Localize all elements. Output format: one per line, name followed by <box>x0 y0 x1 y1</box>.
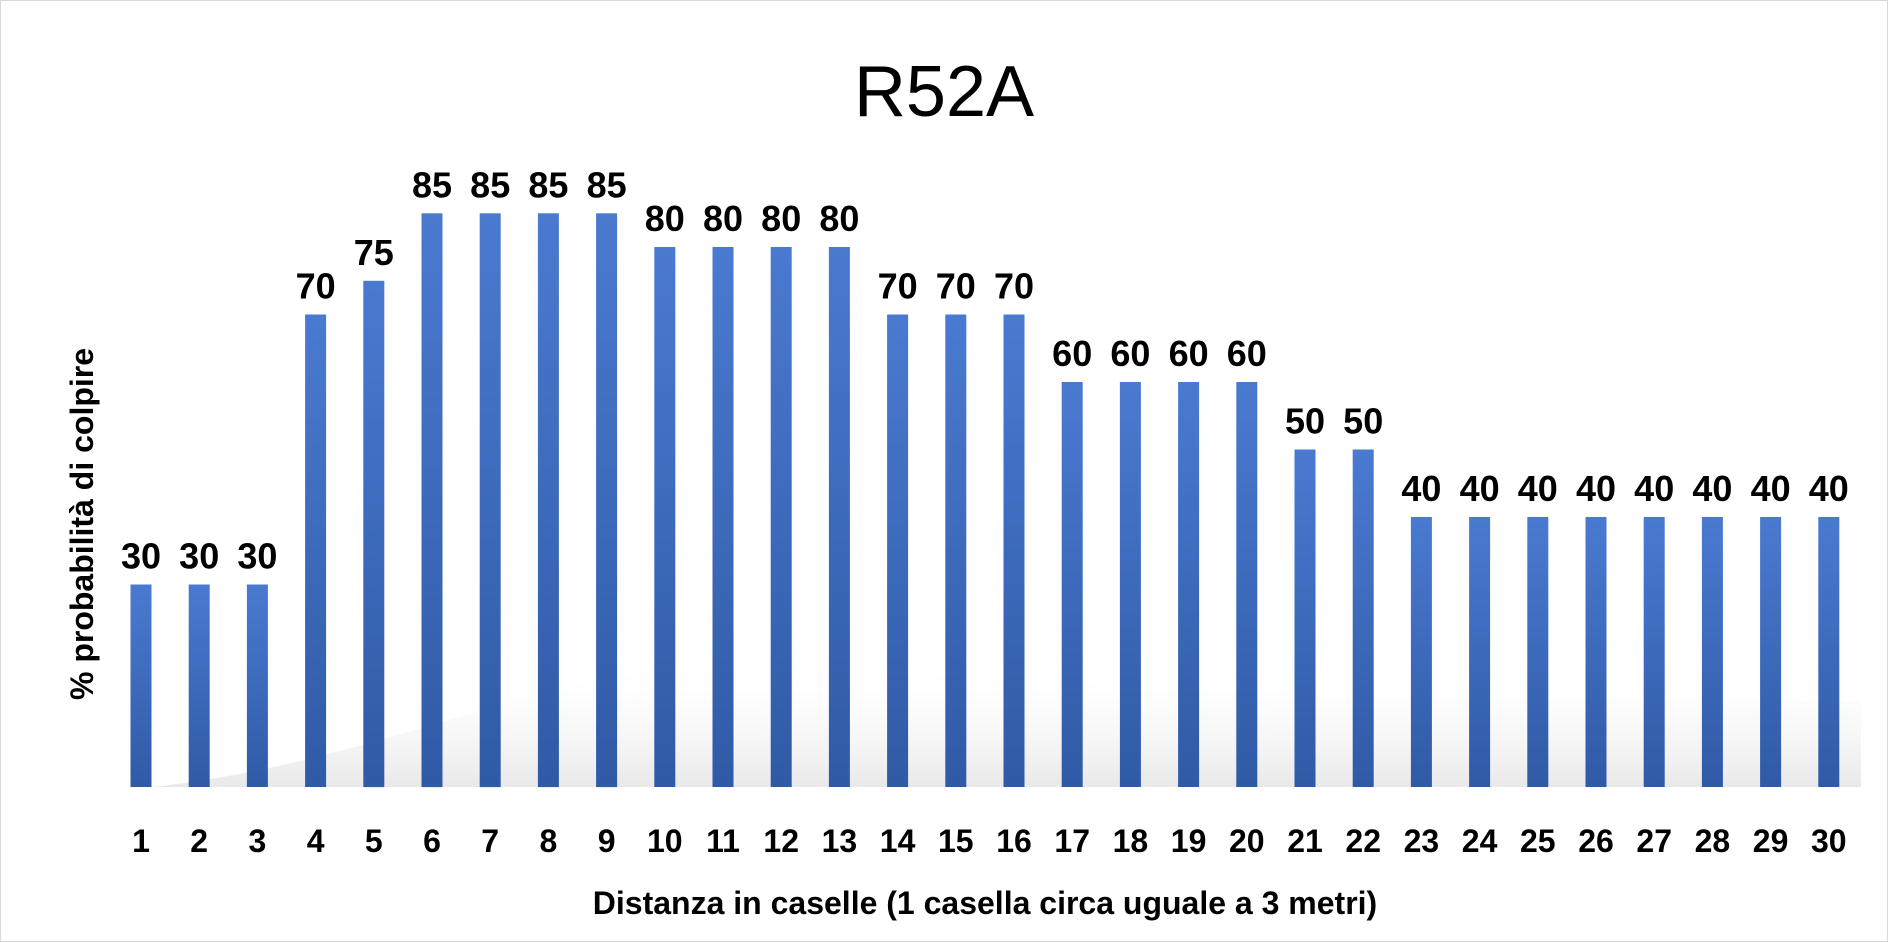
data-label-16: 70 <box>994 266 1034 307</box>
data-label-21: 50 <box>1285 401 1325 442</box>
data-label-30: 40 <box>1809 468 1849 509</box>
x-tick-label-4: 4 <box>307 823 325 859</box>
data-label-22: 50 <box>1343 401 1383 442</box>
x-tick-label-18: 18 <box>1113 823 1149 859</box>
x-tick-label-5: 5 <box>365 823 383 859</box>
data-label-15: 70 <box>936 266 976 307</box>
x-tick-label-21: 21 <box>1287 823 1323 859</box>
data-label-10: 80 <box>645 198 685 239</box>
bar-4 <box>305 314 327 787</box>
data-label-4: 70 <box>296 266 336 307</box>
data-label-11: 80 <box>703 198 743 239</box>
bar-13 <box>828 247 850 787</box>
x-axis-title: Distanza in caselle (1 casella circa ugu… <box>593 885 1377 921</box>
bar-2 <box>188 584 210 787</box>
bars-group <box>130 213 1840 788</box>
bar-7 <box>479 213 501 788</box>
data-label-7: 85 <box>470 164 510 205</box>
data-labels-group: 30 30 30 70 75 85 85 85 85 80 80 80 80 70 70 70 60 60 60 60… <box>121 164 1849 576</box>
data-label-1: 30 <box>121 536 161 577</box>
bar-22 <box>1352 449 1374 787</box>
data-label-26: 40 <box>1576 468 1616 509</box>
data-label-17: 60 <box>1052 333 1092 374</box>
x-tick-label-16: 16 <box>996 823 1032 859</box>
data-label-18: 60 <box>1110 333 1150 374</box>
bar-25 <box>1527 517 1549 787</box>
bar-21 <box>1294 449 1316 787</box>
bar-12 <box>770 247 792 787</box>
x-tick-label-23: 23 <box>1404 823 1440 859</box>
x-tick-label-30: 30 <box>1811 823 1847 859</box>
data-label-29: 40 <box>1751 468 1791 509</box>
bar-26 <box>1585 517 1607 787</box>
bar-3 <box>246 584 268 787</box>
x-tick-label-1: 1 <box>132 823 150 859</box>
bar-20 <box>1236 382 1258 787</box>
bar-19 <box>1178 382 1200 787</box>
bar-8 <box>537 213 559 788</box>
x-tick-label-9: 9 <box>598 823 616 859</box>
data-label-28: 40 <box>1692 468 1732 509</box>
x-tick-label-20: 20 <box>1229 823 1265 859</box>
data-label-20: 60 <box>1227 333 1267 374</box>
x-tick-label-13: 13 <box>822 823 858 859</box>
data-label-5: 75 <box>354 232 394 273</box>
bar-27 <box>1643 517 1665 787</box>
bar-5 <box>363 280 385 788</box>
x-tick-label-7: 7 <box>481 823 499 859</box>
data-label-2: 30 <box>179 536 219 577</box>
x-tick-label-26: 26 <box>1578 823 1614 859</box>
data-label-27: 40 <box>1634 468 1674 509</box>
data-label-13: 80 <box>819 198 859 239</box>
data-label-14: 70 <box>878 266 918 307</box>
bar-29 <box>1760 517 1782 787</box>
x-tick-label-22: 22 <box>1345 823 1381 859</box>
x-tick-label-14: 14 <box>880 823 916 859</box>
y-axis-title: % probabilità di colpire <box>64 348 100 700</box>
x-tick-label-3: 3 <box>249 823 267 859</box>
data-label-8: 85 <box>528 164 568 205</box>
x-tick-label-19: 19 <box>1171 823 1207 859</box>
x-tick-label-28: 28 <box>1695 823 1731 859</box>
x-tick-label-27: 27 <box>1636 823 1672 859</box>
x-tick-label-12: 12 <box>763 823 799 859</box>
bar-17 <box>1061 382 1083 787</box>
bar-1 <box>130 584 152 787</box>
data-label-9: 85 <box>587 164 627 205</box>
chart-title: R52A <box>854 52 1034 132</box>
bar-23 <box>1410 517 1432 787</box>
data-label-23: 40 <box>1401 468 1441 509</box>
x-tick-label-6: 6 <box>423 823 441 859</box>
x-tick-label-11: 11 <box>706 823 740 859</box>
data-label-19: 60 <box>1169 333 1209 374</box>
x-tick-label-10: 10 <box>647 823 683 859</box>
data-label-6: 85 <box>412 164 452 205</box>
data-label-24: 40 <box>1460 468 1500 509</box>
x-tick-label-24: 24 <box>1462 823 1498 859</box>
bar-18 <box>1119 382 1141 787</box>
bar-9 <box>596 213 618 788</box>
x-tick-label-2: 2 <box>190 823 208 859</box>
bar-6 <box>421 213 443 788</box>
bar-24 <box>1469 517 1491 787</box>
data-label-25: 40 <box>1518 468 1558 509</box>
bar-14 <box>887 314 909 787</box>
x-tick-label-29: 29 <box>1753 823 1789 859</box>
x-tick-label-17: 17 <box>1054 823 1090 859</box>
bar-15 <box>945 314 967 787</box>
bar-28 <box>1701 517 1723 787</box>
bar-16 <box>1003 314 1025 787</box>
x-tick-label-25: 25 <box>1520 823 1556 859</box>
x-tick-label-15: 15 <box>938 823 974 859</box>
bar-11 <box>712 247 734 787</box>
bar-10 <box>654 247 676 787</box>
data-label-3: 30 <box>237 536 277 577</box>
x-tick-label-8: 8 <box>540 823 558 859</box>
x-tick-labels-group: 1 2 3 4 5 6 7 8 9 10 11 12 13 14 15 16 17 18 19 20 21 22 23 24 2… <box>132 823 1846 859</box>
data-label-12: 80 <box>761 198 801 239</box>
bar-30 <box>1818 517 1840 787</box>
